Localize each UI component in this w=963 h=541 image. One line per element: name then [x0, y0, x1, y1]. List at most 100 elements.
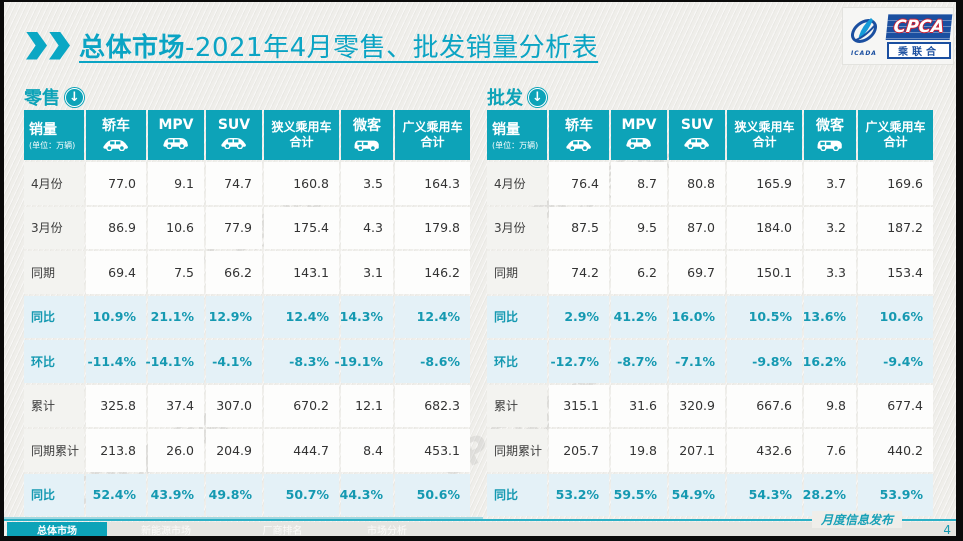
column-header-label: 微客 — [816, 118, 844, 134]
column-header-label: 广义乘用车 — [402, 120, 463, 134]
row-label: 4月份 — [24, 162, 84, 205]
table-cell: 143.1 — [264, 251, 339, 294]
column-header: 狭义乘用车 合计 — [727, 110, 802, 160]
cpca-cn-text: 乘联合 — [898, 46, 940, 58]
table-cell: 6.2 — [611, 251, 667, 294]
table-cell: 50.7% — [264, 473, 339, 516]
page-title-bold: 总体市场 — [79, 33, 186, 63]
suv-car-icon — [682, 134, 712, 153]
microvan-icon — [815, 136, 845, 155]
row-label: 累计 — [487, 384, 547, 427]
mpv-car-icon — [161, 134, 191, 153]
table-cell: 207.1 — [669, 429, 725, 472]
footer-tab-2[interactable]: 新能源市场 — [141, 526, 191, 537]
down-arrow-icon: ↓ — [65, 87, 84, 107]
column-header: 广义乘用车 合计 — [858, 110, 933, 160]
table-cell: 677.4 — [858, 384, 933, 427]
table-cell: 169.6 — [858, 162, 933, 205]
row-label: 环比 — [24, 340, 84, 383]
table-cell: 7.5 — [148, 251, 204, 294]
table-cell: 150.1 — [727, 251, 802, 294]
microvan-icon — [352, 136, 382, 155]
table-cell: -9.4% — [858, 340, 933, 383]
table-cell: 164.3 — [395, 162, 470, 205]
table-cell: 16.0% — [669, 295, 725, 338]
table-cell: 19.8 — [611, 429, 667, 472]
column-header-label: 轿车 — [565, 118, 593, 134]
table-cell: 37.4 — [148, 384, 204, 427]
row-label: 同期 — [24, 251, 84, 294]
column-header-label: 合计 — [883, 135, 908, 149]
table-cell: 440.2 — [858, 429, 933, 472]
column-header-label: 广义乘用车 — [865, 120, 926, 134]
column-header: MPV — [611, 110, 667, 160]
column-header: 轿车 — [86, 110, 146, 160]
table-cell: 3.5 — [341, 162, 393, 205]
table-cell: -7.1% — [669, 340, 725, 383]
table-cell: 12.4% — [395, 295, 470, 338]
cpca-cn-badge: 乘联合 — [887, 41, 951, 59]
table-cell: -9.8% — [727, 340, 802, 383]
table-cell: 165.9 — [727, 162, 802, 205]
table-cell: 160.8 — [264, 162, 339, 205]
table-cell: 12.9% — [206, 295, 262, 338]
table-cell: 453.1 — [395, 429, 470, 472]
table-cell: 444.7 — [264, 429, 339, 472]
table-cell: 3.1 — [341, 251, 393, 294]
table-cell: 14.3% — [340, 295, 393, 338]
column-header: 销量 (单位：万辆) — [487, 110, 547, 160]
table-cell: 53.9% — [858, 473, 933, 516]
table-cell: 7.6 — [804, 429, 856, 472]
table-cell: 184.0 — [727, 206, 802, 249]
table-cell: 44.3% — [340, 473, 393, 516]
row-label: 同比 — [24, 295, 84, 338]
row-label: 同期 — [487, 251, 547, 294]
footer-tab-4[interactable]: 市场分析 — [367, 526, 407, 537]
column-header: 广义乘用车 合计 — [395, 110, 470, 160]
column-header: MPV — [148, 110, 204, 160]
table-cell: 69.7 — [669, 251, 725, 294]
page-title: 总体市场-2021年4月零售、批发销量分析表 — [79, 27, 598, 64]
column-header-label: 合计 — [289, 135, 314, 149]
table-cell: 21.1% — [148, 295, 204, 338]
down-arrow-icon: ↓ — [528, 87, 547, 107]
table-cell: 74.2 — [549, 251, 609, 294]
column-header-label: 轿车 — [102, 118, 130, 134]
column-header-label: 销量 — [29, 122, 57, 138]
column-header-label: 微客 — [353, 118, 381, 134]
row-label: 3月份 — [24, 206, 84, 249]
table-cell: 307.0 — [206, 384, 262, 427]
title-row: 总体市场-2021年4月零售、批发销量分析表 — [26, 27, 598, 64]
table-cell: 26.0 — [148, 429, 204, 472]
footer-accent-line-light — [0, 517, 483, 519]
cpca-sub-text: ICADA — [851, 50, 877, 57]
table-cell: 3.2 — [804, 206, 856, 249]
table-cell: 3.7 — [804, 162, 856, 205]
table-cell: 54.3% — [727, 473, 802, 516]
table-cell: 52.4% — [86, 473, 146, 516]
row-label: 同期累计 — [487, 429, 547, 472]
table-cell: 432.6 — [727, 429, 802, 472]
row-label: 环比 — [487, 340, 547, 383]
table-cell: -14.1% — [145, 340, 204, 383]
frame-border — [0, 0, 963, 2]
table-cell: 74.7 — [206, 162, 262, 205]
table-cell: 8.7 — [611, 162, 667, 205]
cpca-logo-text: CPCA 乘联合 — [885, 13, 953, 59]
chevron-right-icon — [26, 31, 47, 60]
section-retail-label: 零售 — [24, 88, 60, 109]
column-header-label: MPV — [158, 117, 194, 133]
section-wholesale: 批发 ↓ — [487, 84, 547, 110]
table-cell: 10.9% — [86, 295, 146, 338]
table-cell: 213.8 — [86, 429, 146, 472]
table-cell: 146.2 — [395, 251, 470, 294]
column-header-label: 合计 — [420, 135, 445, 149]
table-cell: 10.5% — [727, 295, 802, 338]
table-cell: 49.8% — [206, 473, 262, 516]
table-cell: 28.2% — [803, 473, 856, 516]
footer-tab-1[interactable]: 总体市场 — [7, 522, 107, 537]
column-header: SUV — [669, 110, 725, 160]
table-cell: 77.0 — [86, 162, 146, 205]
column-header-unit: (单位：万辆) — [492, 141, 539, 150]
footer-tab-3[interactable]: 厂商排名 — [262, 526, 303, 537]
